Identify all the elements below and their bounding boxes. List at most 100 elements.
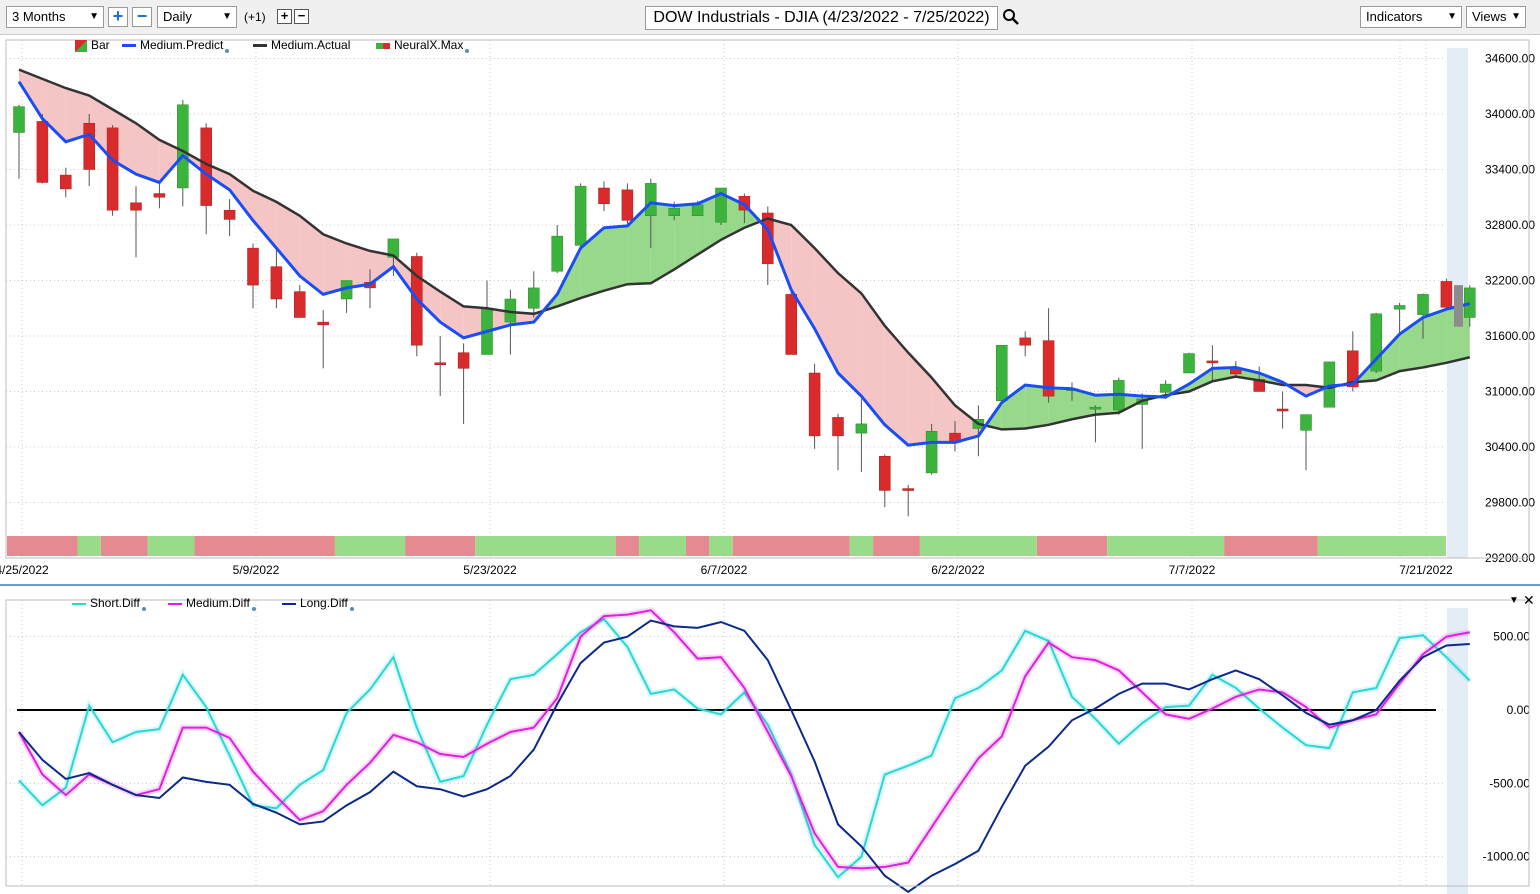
legend-actual-label: Medium.Actual bbox=[271, 38, 351, 52]
signal-band bbox=[1224, 536, 1318, 556]
candle bbox=[1183, 353, 1195, 374]
candle bbox=[902, 488, 914, 491]
neuralx-legend-icon bbox=[376, 42, 390, 49]
period-value: 3 Months bbox=[12, 9, 66, 24]
spread-fill bbox=[1048, 387, 1072, 425]
spread-fill bbox=[931, 377, 955, 443]
y-tick-label: 33400.00 bbox=[1485, 163, 1535, 177]
candle bbox=[1393, 305, 1406, 310]
chevron-down-icon: ▼ bbox=[89, 11, 99, 22]
zoom-out-button[interactable]: − bbox=[132, 7, 152, 27]
candle bbox=[130, 202, 142, 211]
plot-frame bbox=[5, 39, 1530, 559]
chevron-down-icon: ▼ bbox=[1447, 11, 1457, 22]
close-icon[interactable]: ✕ bbox=[1523, 592, 1535, 608]
candle bbox=[83, 123, 95, 170]
spread-fill bbox=[1446, 303, 1470, 363]
y-tick-label: 31600.00 bbox=[1485, 329, 1535, 343]
spread-fill bbox=[604, 225, 628, 291]
spread-fill bbox=[42, 78, 66, 142]
y-tick-label: 31000.00 bbox=[1485, 385, 1535, 399]
spread-fill bbox=[627, 202, 651, 285]
candle bbox=[1019, 337, 1031, 346]
legend-neuralx: NeuralX.Max bbox=[376, 37, 470, 53]
spread-fill bbox=[1189, 368, 1213, 392]
candle bbox=[691, 204, 704, 216]
y-tick-label: -1000.00 bbox=[1483, 850, 1531, 864]
spread-fill bbox=[159, 139, 183, 183]
x-tick-label: 6/7/2022 bbox=[701, 563, 748, 577]
y-tick-label: 34600.00 bbox=[1485, 52, 1535, 66]
spread-fill bbox=[1212, 367, 1236, 382]
candle bbox=[60, 174, 72, 190]
spread-fill bbox=[1376, 334, 1400, 381]
signal-band bbox=[1317, 536, 1446, 556]
price-chart[interactable]: 34600.00 34000.00 33400.00 32800.00 32200.00… bbox=[0, 34, 1540, 586]
candle bbox=[1159, 383, 1172, 393]
spread-fill bbox=[814, 248, 838, 373]
spread-fill bbox=[112, 109, 136, 175]
offset-minus-button[interactable]: − bbox=[294, 9, 309, 24]
signal-band bbox=[709, 536, 733, 556]
spread-fill bbox=[1001, 385, 1026, 430]
legend-bar: Bar bbox=[75, 37, 110, 53]
bar-legend-icon bbox=[75, 39, 87, 52]
x-tick-label: 7/7/2022 bbox=[1169, 563, 1216, 577]
views-select[interactable]: Views ▼ bbox=[1466, 6, 1526, 28]
spread-fill bbox=[393, 255, 417, 299]
interval-select[interactable]: Daily ▼ bbox=[157, 6, 237, 28]
candle bbox=[1440, 281, 1453, 308]
signal-band bbox=[849, 536, 874, 556]
spread-fill bbox=[955, 405, 979, 443]
future-region bbox=[1447, 608, 1468, 894]
indicators-label: Indicators bbox=[1366, 9, 1423, 24]
toolbar: 3 Months ▼ + − Daily ▼ (+1) + − DOW Indu… bbox=[0, 0, 1540, 35]
offset-label: (+1) bbox=[244, 10, 266, 24]
search-icon[interactable] bbox=[1002, 8, 1020, 26]
spread-fill bbox=[908, 352, 932, 446]
signal-band bbox=[919, 536, 1037, 556]
signal-band bbox=[405, 536, 476, 556]
candle bbox=[996, 345, 1008, 401]
x-tick-label: 5/23/2022 bbox=[463, 563, 517, 577]
y-tick-label: 500.00 bbox=[1493, 630, 1530, 644]
signal-band bbox=[77, 536, 101, 556]
candle bbox=[294, 291, 306, 318]
candle bbox=[762, 212, 774, 265]
x-tick-label: 6/22/2022 bbox=[931, 563, 985, 577]
candle bbox=[387, 238, 400, 258]
legend-predict-label: Medium.Predict bbox=[140, 38, 224, 52]
legend-short-diff: Short.Diff bbox=[72, 595, 146, 611]
spread-fill bbox=[299, 215, 324, 295]
candle bbox=[317, 321, 329, 326]
signal-band bbox=[685, 536, 710, 556]
candle bbox=[879, 456, 891, 491]
spread-fill bbox=[89, 95, 113, 161]
candle bbox=[1300, 414, 1312, 431]
candle bbox=[832, 417, 844, 437]
candle bbox=[645, 183, 657, 216]
signal-band bbox=[194, 536, 335, 556]
period-select[interactable]: 3 Months ▼ bbox=[6, 6, 104, 28]
legend-short-label: Short.Diff bbox=[90, 596, 140, 610]
zoom-in-button[interactable]: + bbox=[108, 7, 128, 27]
long-diff-line bbox=[18, 619, 1470, 894]
spread-fill bbox=[580, 227, 604, 299]
spread-fill bbox=[1072, 388, 1096, 420]
signal-band bbox=[147, 536, 195, 556]
signal-band bbox=[873, 536, 920, 556]
spread-fill bbox=[65, 88, 90, 142]
candle bbox=[270, 266, 283, 300]
spread-fill bbox=[1095, 394, 1119, 415]
y-tick-label: 32800.00 bbox=[1485, 218, 1535, 232]
chart-title[interactable]: DOW Industrials - DJIA (4/23/2022 - 7/25… bbox=[645, 6, 998, 30]
spread-fill bbox=[229, 174, 253, 221]
indicators-select[interactable]: Indicators ▼ bbox=[1360, 6, 1462, 28]
diff-chart[interactable]: 500.00 0.00 -500.00 -1000.00 bbox=[0, 586, 1540, 894]
offset-plus-button[interactable]: + bbox=[277, 9, 292, 24]
candle bbox=[574, 185, 587, 246]
panel-collapse-icon[interactable]: ▼ bbox=[1509, 595, 1519, 606]
legend-bar-label: Bar bbox=[91, 38, 110, 52]
candle bbox=[1464, 287, 1476, 318]
spread-fill bbox=[838, 273, 862, 397]
